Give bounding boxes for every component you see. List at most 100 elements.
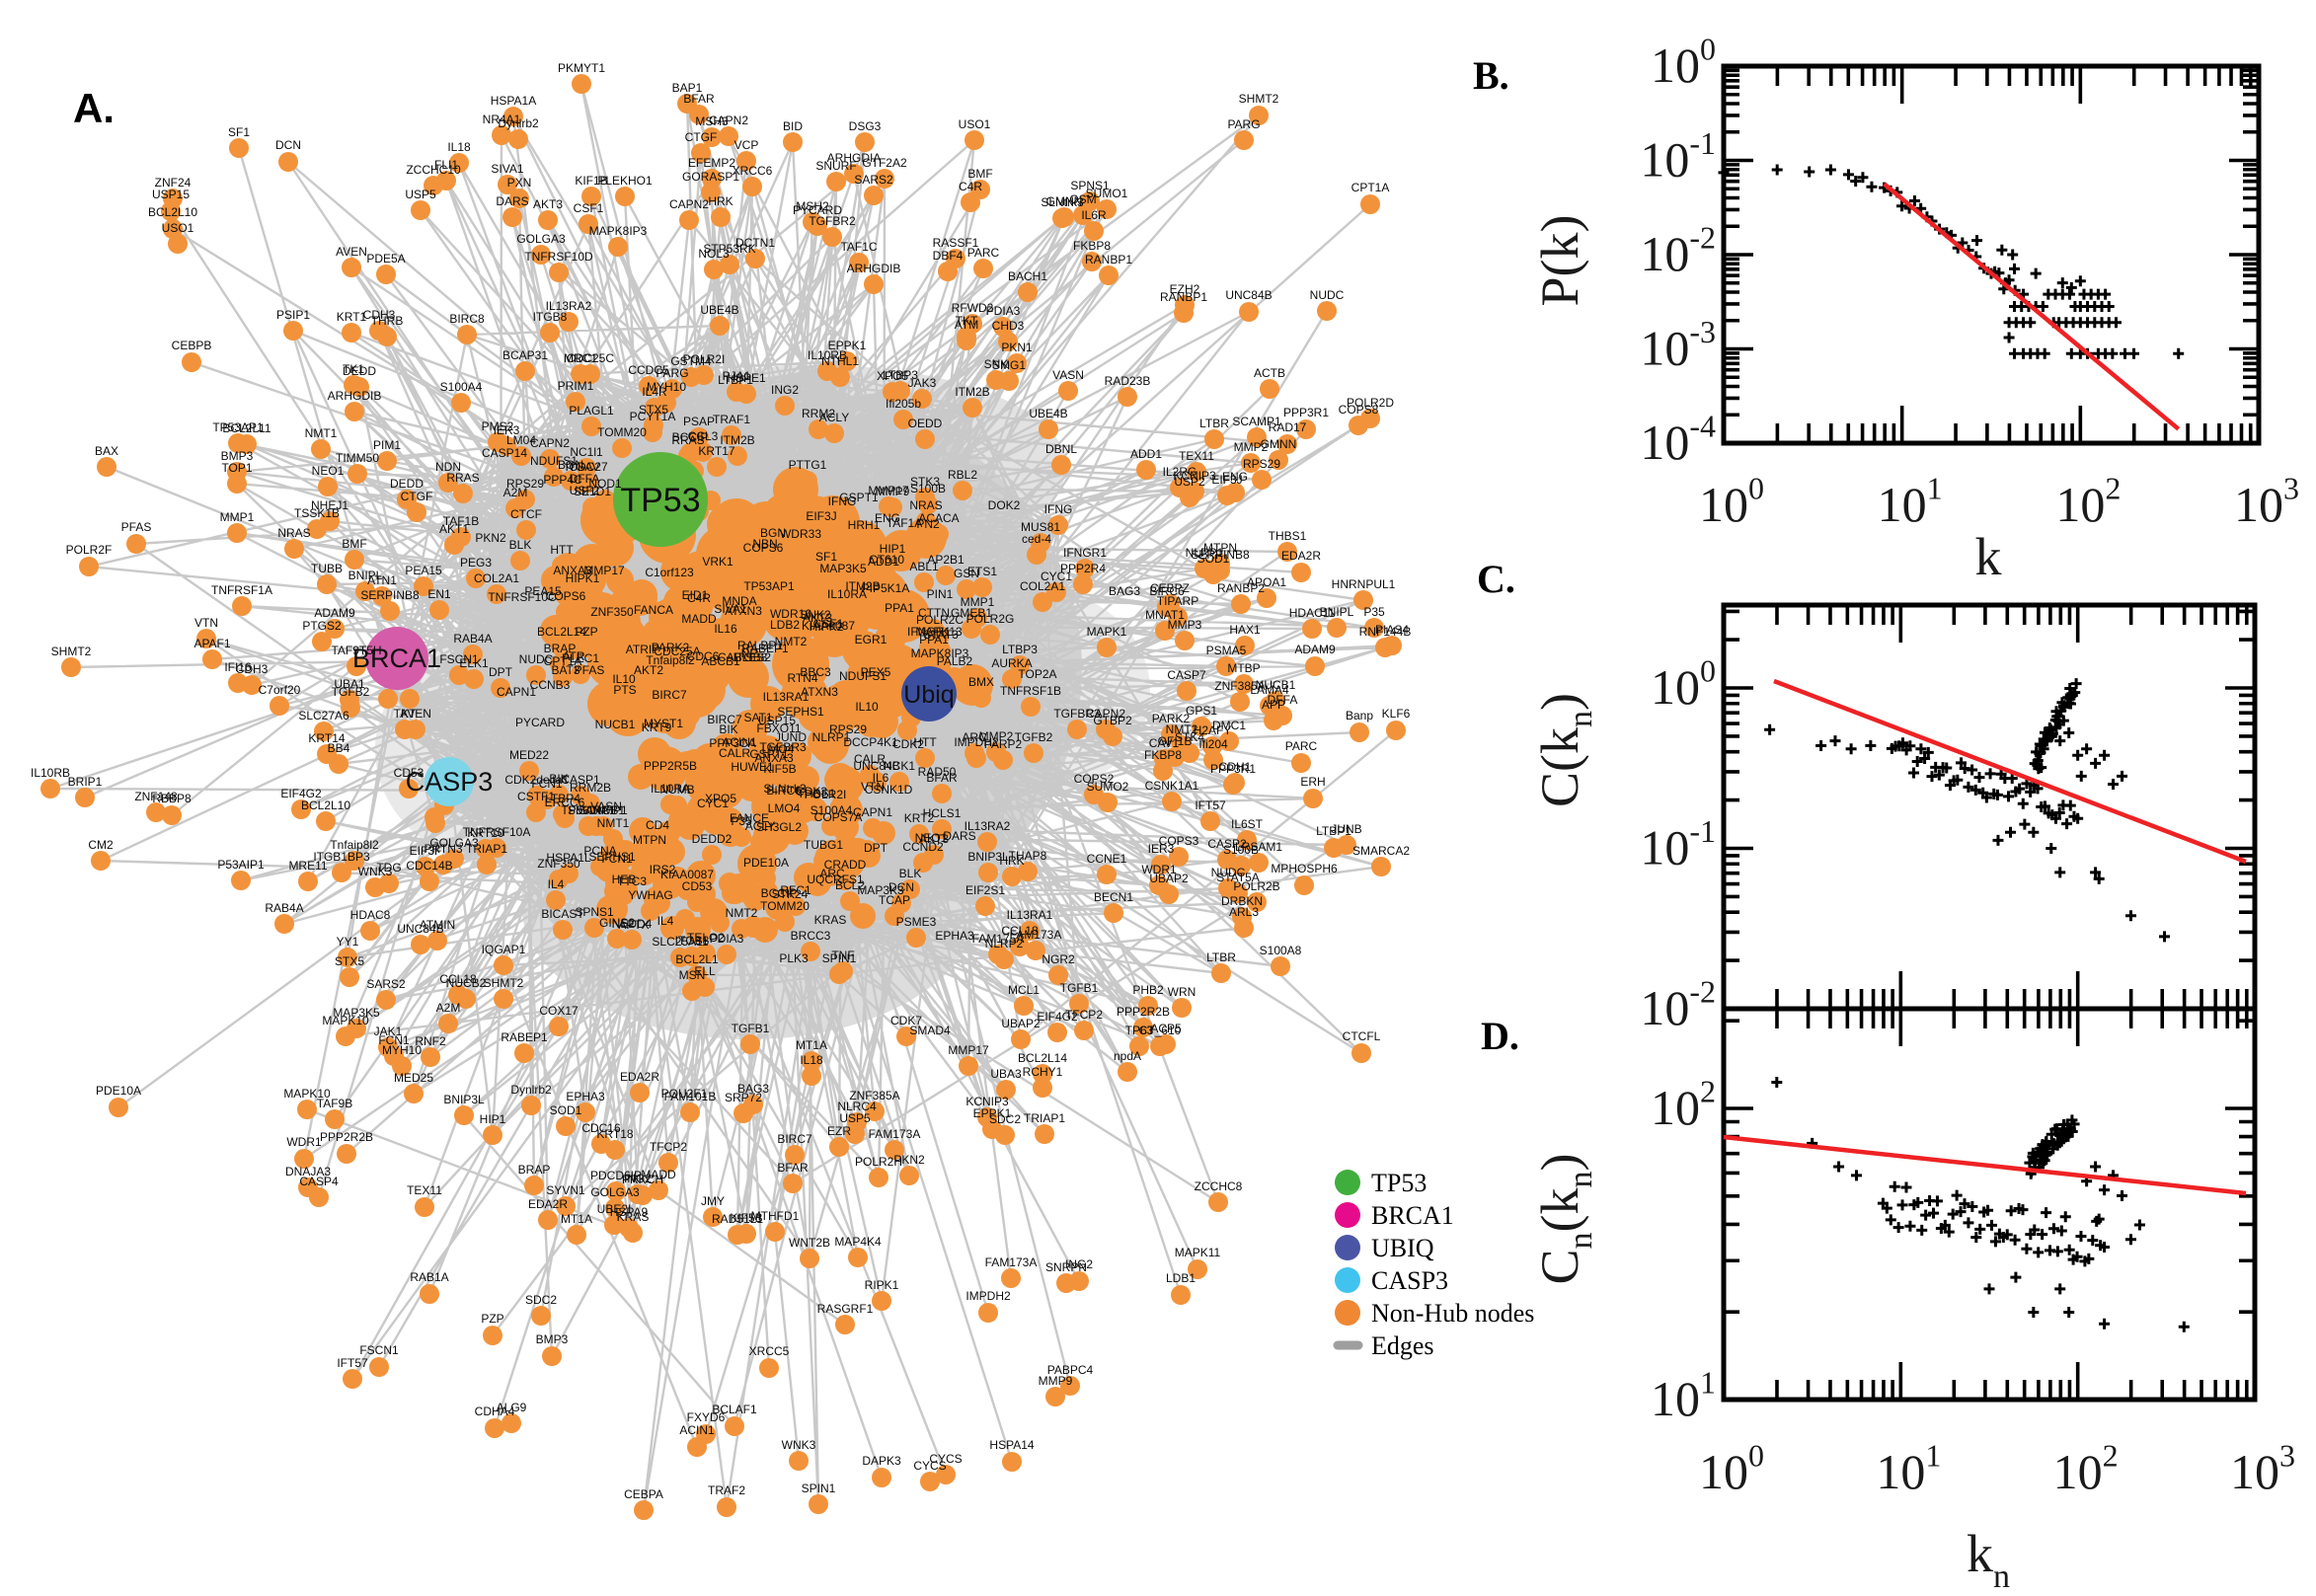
svg-text:ARHGDIB: ARHGDIB [328, 389, 382, 403]
svg-text:BNIP3L: BNIP3L [443, 1093, 485, 1106]
svg-text:COPS3: COPS3 [1159, 834, 1199, 848]
svg-text:STAT3: STAT3 [923, 628, 959, 642]
svg-text:RBL2: RBL2 [948, 468, 977, 482]
svg-text:JAK3: JAK3 [908, 376, 937, 390]
svg-text:PARK2: PARK2 [1152, 712, 1191, 725]
svg-text:ANXA3: ANXA3 [754, 751, 794, 765]
svg-text:RANBP1: RANBP1 [1085, 253, 1132, 266]
svg-text:PEX5: PEX5 [861, 665, 891, 679]
svg-text:CDHA4: CDHA4 [475, 1405, 515, 1418]
svg-text:UBAP2: UBAP2 [1149, 872, 1189, 885]
svg-text:SLNtrk3: SLNtrk3 [763, 782, 807, 796]
svg-text:IL10: IL10 [612, 672, 636, 686]
svg-text:CEBPB: CEBPB [172, 339, 212, 352]
svg-text:EFEMP2: EFEMP2 [688, 156, 735, 170]
svg-text:S100A4: S100A4 [811, 803, 853, 817]
svg-text:RFC1: RFC1 [780, 883, 811, 897]
svg-text:BNIP3L: BNIP3L [967, 850, 1009, 864]
svg-text:FAM173A: FAM173A [1010, 928, 1062, 942]
svg-text:MAP3K5: MAP3K5 [819, 562, 867, 575]
svg-text:SAT1: SAT1 [743, 711, 772, 724]
svg-text:LMO4: LMO4 [762, 742, 795, 756]
svg-text:RCHY1: RCHY1 [1023, 1065, 1063, 1079]
svg-text:PRKCH: PRKCH [622, 1173, 663, 1186]
svg-text:HCLS1: HCLS1 [923, 806, 962, 820]
svg-text:ITGB8: ITGB8 [675, 934, 710, 948]
svg-text:MED22: MED22 [509, 748, 549, 762]
svg-text:ITM2B: ITM2B [955, 385, 989, 399]
svg-text:VTN: VTN [194, 616, 218, 630]
svg-text:DCN: DCN [888, 880, 914, 894]
svg-text:RANBP2: RANBP2 [1217, 581, 1265, 595]
svg-text:BCL2L1: BCL2L1 [675, 952, 719, 966]
svg-text:SPIN1: SPIN1 [822, 951, 857, 965]
svg-text:BAG3: BAG3 [1109, 584, 1140, 598]
svg-text:SH3GL2: SH3GL2 [756, 820, 802, 834]
svg-text:PYCARD: PYCARD [515, 716, 565, 729]
svg-text:EID1: EID1 [682, 588, 709, 602]
svg-text:CAPN1: CAPN1 [853, 805, 892, 819]
svg-text:IFNGR1: IFNGR1 [1063, 546, 1107, 560]
svg-text:VTN: VTN [861, 780, 885, 794]
svg-text:EIF3F: EIF3F [410, 844, 442, 858]
svg-text:SEPHS1: SEPHS1 [777, 705, 824, 719]
svg-text:ARHGDIB: ARHGDIB [847, 262, 901, 275]
svg-text:ING2: ING2 [1065, 1257, 1093, 1271]
svg-text:THAP8: THAP8 [1009, 849, 1047, 863]
svg-text:CSNK1D: CSNK1D [865, 783, 913, 797]
svg-text:PPA1: PPA1 [885, 601, 914, 615]
svg-text:GORASP1: GORASP1 [682, 170, 739, 184]
svg-text:IL6: IL6 [873, 771, 889, 785]
svg-text:DFFA: DFFA [570, 472, 600, 486]
svg-text:NMT2: NMT2 [1166, 722, 1198, 736]
svg-text:PEG3: PEG3 [460, 556, 492, 570]
svg-text:IL4: IL4 [548, 877, 565, 891]
svg-text:DOK2: DOK2 [988, 498, 1021, 512]
svg-text:CASP2: CASP2 [1207, 837, 1247, 851]
svg-text:NMT2: NMT2 [775, 635, 808, 648]
svg-text:NHEJ1: NHEJ1 [311, 498, 348, 512]
svg-text:B.: B. [1473, 53, 1509, 98]
svg-text:KCNIP3: KCNIP3 [1173, 469, 1216, 483]
svg-text:BIRC6: BIRC6 [1149, 584, 1185, 598]
svg-text:TTC3: TTC3 [617, 874, 647, 888]
svg-text:BAG3: BAG3 [737, 1082, 769, 1096]
svg-text:PJA1: PJA1 [723, 369, 751, 383]
svg-text:COPS6: COPS6 [546, 589, 586, 603]
svg-text:LMO4: LMO4 [768, 801, 801, 815]
svg-text:H2AFY: H2AFY [1194, 723, 1232, 737]
svg-text:SF1: SF1 [228, 125, 250, 139]
svg-text:Tnfaip8l2: Tnfaip8l2 [646, 653, 695, 667]
svg-text:DFFA: DFFA [1268, 693, 1298, 707]
svg-text:VASN: VASN [1052, 368, 1084, 382]
svg-text:CSF1: CSF1 [574, 201, 604, 215]
svg-text:ACACA: ACACA [918, 511, 959, 525]
svg-text:ZCCHC8: ZCCHC8 [1195, 1179, 1243, 1193]
svg-text:S100A8: S100A8 [1260, 944, 1302, 957]
svg-text:KLF6: KLF6 [1382, 707, 1411, 721]
svg-text:RAB1A: RAB1A [410, 1270, 448, 1284]
svg-text:TNFRSF1B: TNFRSF1B [1000, 684, 1061, 698]
svg-text:TUBB: TUBB [311, 562, 343, 575]
svg-text:HIP1: HIP1 [480, 1112, 506, 1126]
svg-text:DCCP4K1: DCCP4K1 [843, 735, 898, 749]
svg-text:npdA: npdA [1114, 1049, 1141, 1063]
svg-text:WDR1: WDR1 [1141, 863, 1177, 876]
svg-text:NDUFS1: NDUFS1 [530, 454, 578, 468]
svg-text:BLK: BLK [899, 867, 922, 880]
svg-text:ACIN1: ACIN1 [679, 1423, 715, 1437]
svg-text:RRM2: RRM2 [802, 407, 835, 420]
svg-text:BCAP31: BCAP31 [502, 348, 548, 362]
svg-text:AKT3: AKT3 [803, 611, 832, 625]
svg-text:ITGB8: ITGB8 [533, 310, 568, 324]
svg-text:MAP3K3: MAP3K3 [857, 883, 904, 897]
svg-text:ITM2B: ITM2B [720, 433, 754, 447]
svg-text:C1orf123: C1orf123 [645, 566, 694, 579]
svg-text:CDK7: CDK7 [890, 1014, 922, 1027]
svg-text:STAT5A: STAT5A [1216, 871, 1260, 884]
svg-text:DEDD: DEDD [343, 364, 376, 378]
svg-text:BCL2L10: BCL2L10 [148, 205, 197, 219]
svg-text:JUNB: JUNB [1331, 822, 1361, 836]
svg-text:C(kn): C(kn) [1530, 693, 1599, 807]
svg-text:TEX11: TEX11 [1179, 449, 1214, 463]
